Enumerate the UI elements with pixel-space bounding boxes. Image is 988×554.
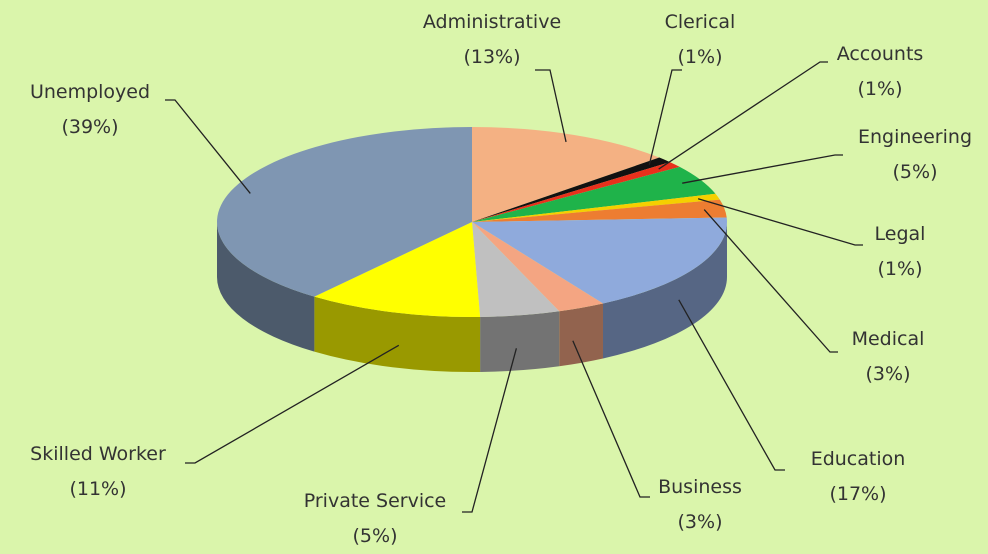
- slice-side: [602, 222, 727, 359]
- leader-line: [682, 154, 843, 184]
- slice: [472, 193, 720, 222]
- value-label: (5%): [893, 161, 938, 183]
- value-label: (39%): [61, 116, 118, 138]
- leader-line: [678, 299, 785, 471]
- category-label: Administrative: [423, 11, 561, 33]
- leader-line: [703, 209, 838, 353]
- slice: [472, 162, 680, 222]
- value-label: (3%): [866, 363, 911, 385]
- slice-side: [559, 303, 603, 367]
- leader-line: [648, 69, 682, 165]
- slice: [472, 127, 660, 222]
- category-label: Business: [658, 476, 742, 498]
- slice: [472, 222, 560, 317]
- leader-line: [535, 69, 567, 143]
- category-label: Legal: [875, 223, 926, 245]
- leader-line: [697, 198, 863, 246]
- slice: [472, 217, 727, 304]
- slice-side: [314, 296, 481, 372]
- leader-line: [185, 344, 400, 464]
- slice-side: [217, 222, 315, 352]
- leader-line: [165, 99, 251, 194]
- value-label: (5%): [353, 525, 398, 547]
- leader-line: [572, 340, 650, 498]
- category-label: Clerical: [665, 11, 736, 33]
- slice: [472, 157, 670, 222]
- value-label: (11%): [69, 478, 126, 500]
- slice: [472, 222, 603, 312]
- category-label: Medical: [852, 328, 925, 350]
- slice-side: [480, 311, 560, 372]
- value-label: (3%): [678, 511, 723, 533]
- leader-line: [658, 61, 828, 170]
- slice: [216, 127, 472, 297]
- category-label: Skilled Worker: [30, 443, 166, 465]
- value-label: (13%): [463, 46, 520, 68]
- leader-line: [462, 348, 518, 513]
- slice: [472, 166, 716, 222]
- value-label: (17%): [829, 483, 886, 505]
- category-label: Engineering: [858, 126, 972, 148]
- value-label: (1%): [678, 46, 723, 68]
- category-label: Unemployed: [30, 81, 150, 103]
- slice: [472, 199, 727, 222]
- category-label: Accounts: [837, 43, 924, 65]
- category-label: Education: [811, 448, 906, 470]
- category-label: Private Service: [304, 490, 447, 512]
- slice: [314, 222, 481, 317]
- value-label: (1%): [858, 78, 903, 100]
- value-label: (1%): [878, 258, 923, 280]
